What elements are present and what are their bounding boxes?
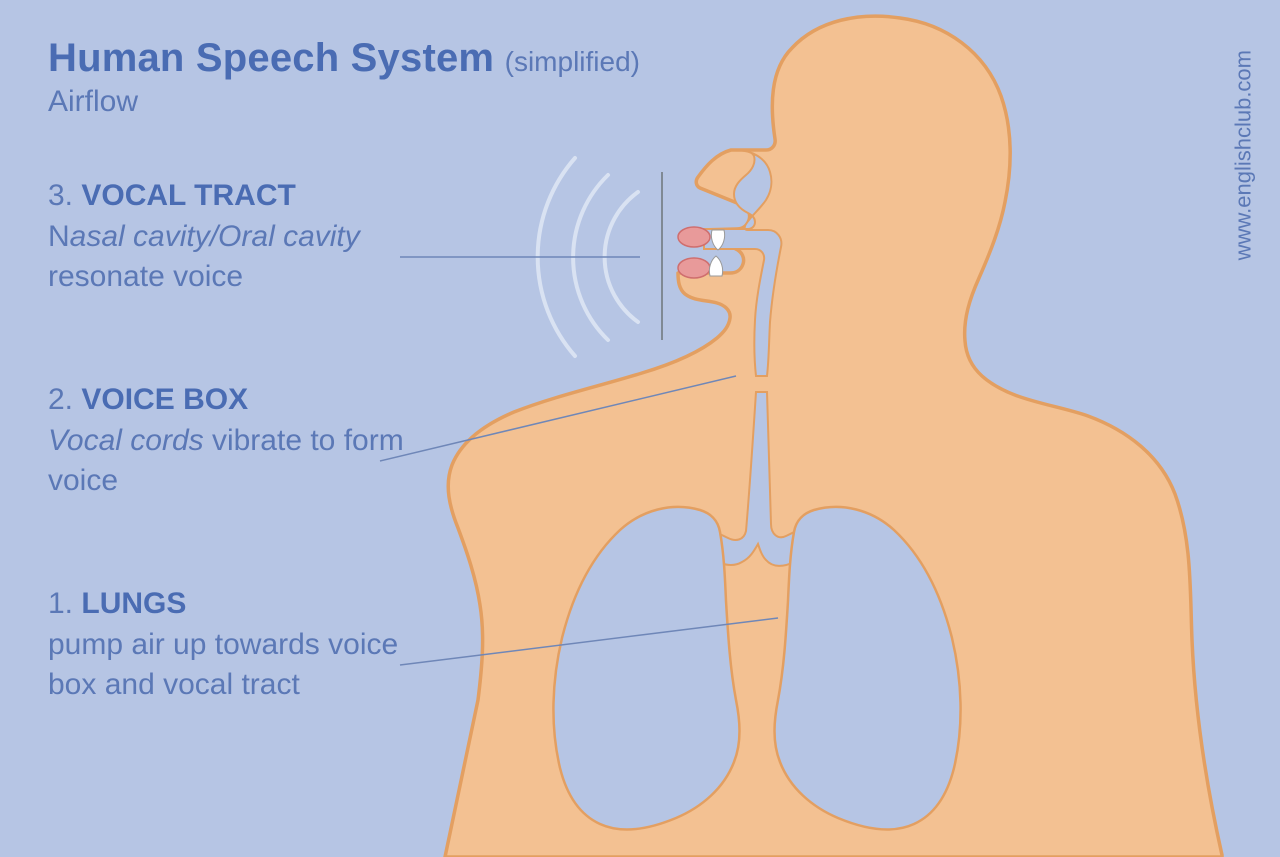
title-main: Human Speech System <box>48 36 494 80</box>
label-body: Vocal cords vibrate to form voice <box>48 421 428 502</box>
attribution: www.englishclub.com <box>1230 50 1256 260</box>
title-qualifier: (simplified) <box>505 46 640 77</box>
label-plain: pump air up towards voice box and vocal … <box>48 628 398 702</box>
label-number: 2. <box>48 383 73 416</box>
page-title: Human Speech System (simplified) <box>48 36 640 81</box>
label-number: 1. <box>48 587 73 620</box>
label-lungs: 1. LUNGS pump air up towards voice box a… <box>48 584 448 706</box>
label-heading-line: 2. VOICE BOX <box>48 380 428 421</box>
label-heading: VOICE BOX <box>81 383 248 416</box>
label-number: 3. <box>48 179 73 212</box>
label-voice-box: 2. VOICE BOX Vocal cords vibrate to form… <box>48 380 428 502</box>
diagram-canvas: Human Speech System (simplified) Airflow… <box>0 0 1280 857</box>
label-body: Nasal cavity/Oral cavity resonate voice <box>48 217 468 298</box>
title-block: Human Speech System (simplified) Airflow <box>48 36 640 119</box>
label-italic: Vocal cords <box>48 424 204 457</box>
label-heading-line: 3. VOCAL TRACT <box>48 176 468 217</box>
label-vocal-tract: 3. VOCAL TRACT Nasal cavity/Oral cavity … <box>48 176 468 298</box>
label-italic-cap: N <box>48 220 70 253</box>
label-body: pump air up towards voice box and vocal … <box>48 625 448 706</box>
label-heading: LUNGS <box>81 587 186 620</box>
label-heading-line: 1. LUNGS <box>48 584 448 625</box>
label-italic: asal cavity/Oral cavity <box>70 220 360 253</box>
label-plain: resonate voice <box>48 260 243 293</box>
label-heading: VOCAL TRACT <box>81 179 295 212</box>
subtitle: Airflow <box>48 85 640 119</box>
